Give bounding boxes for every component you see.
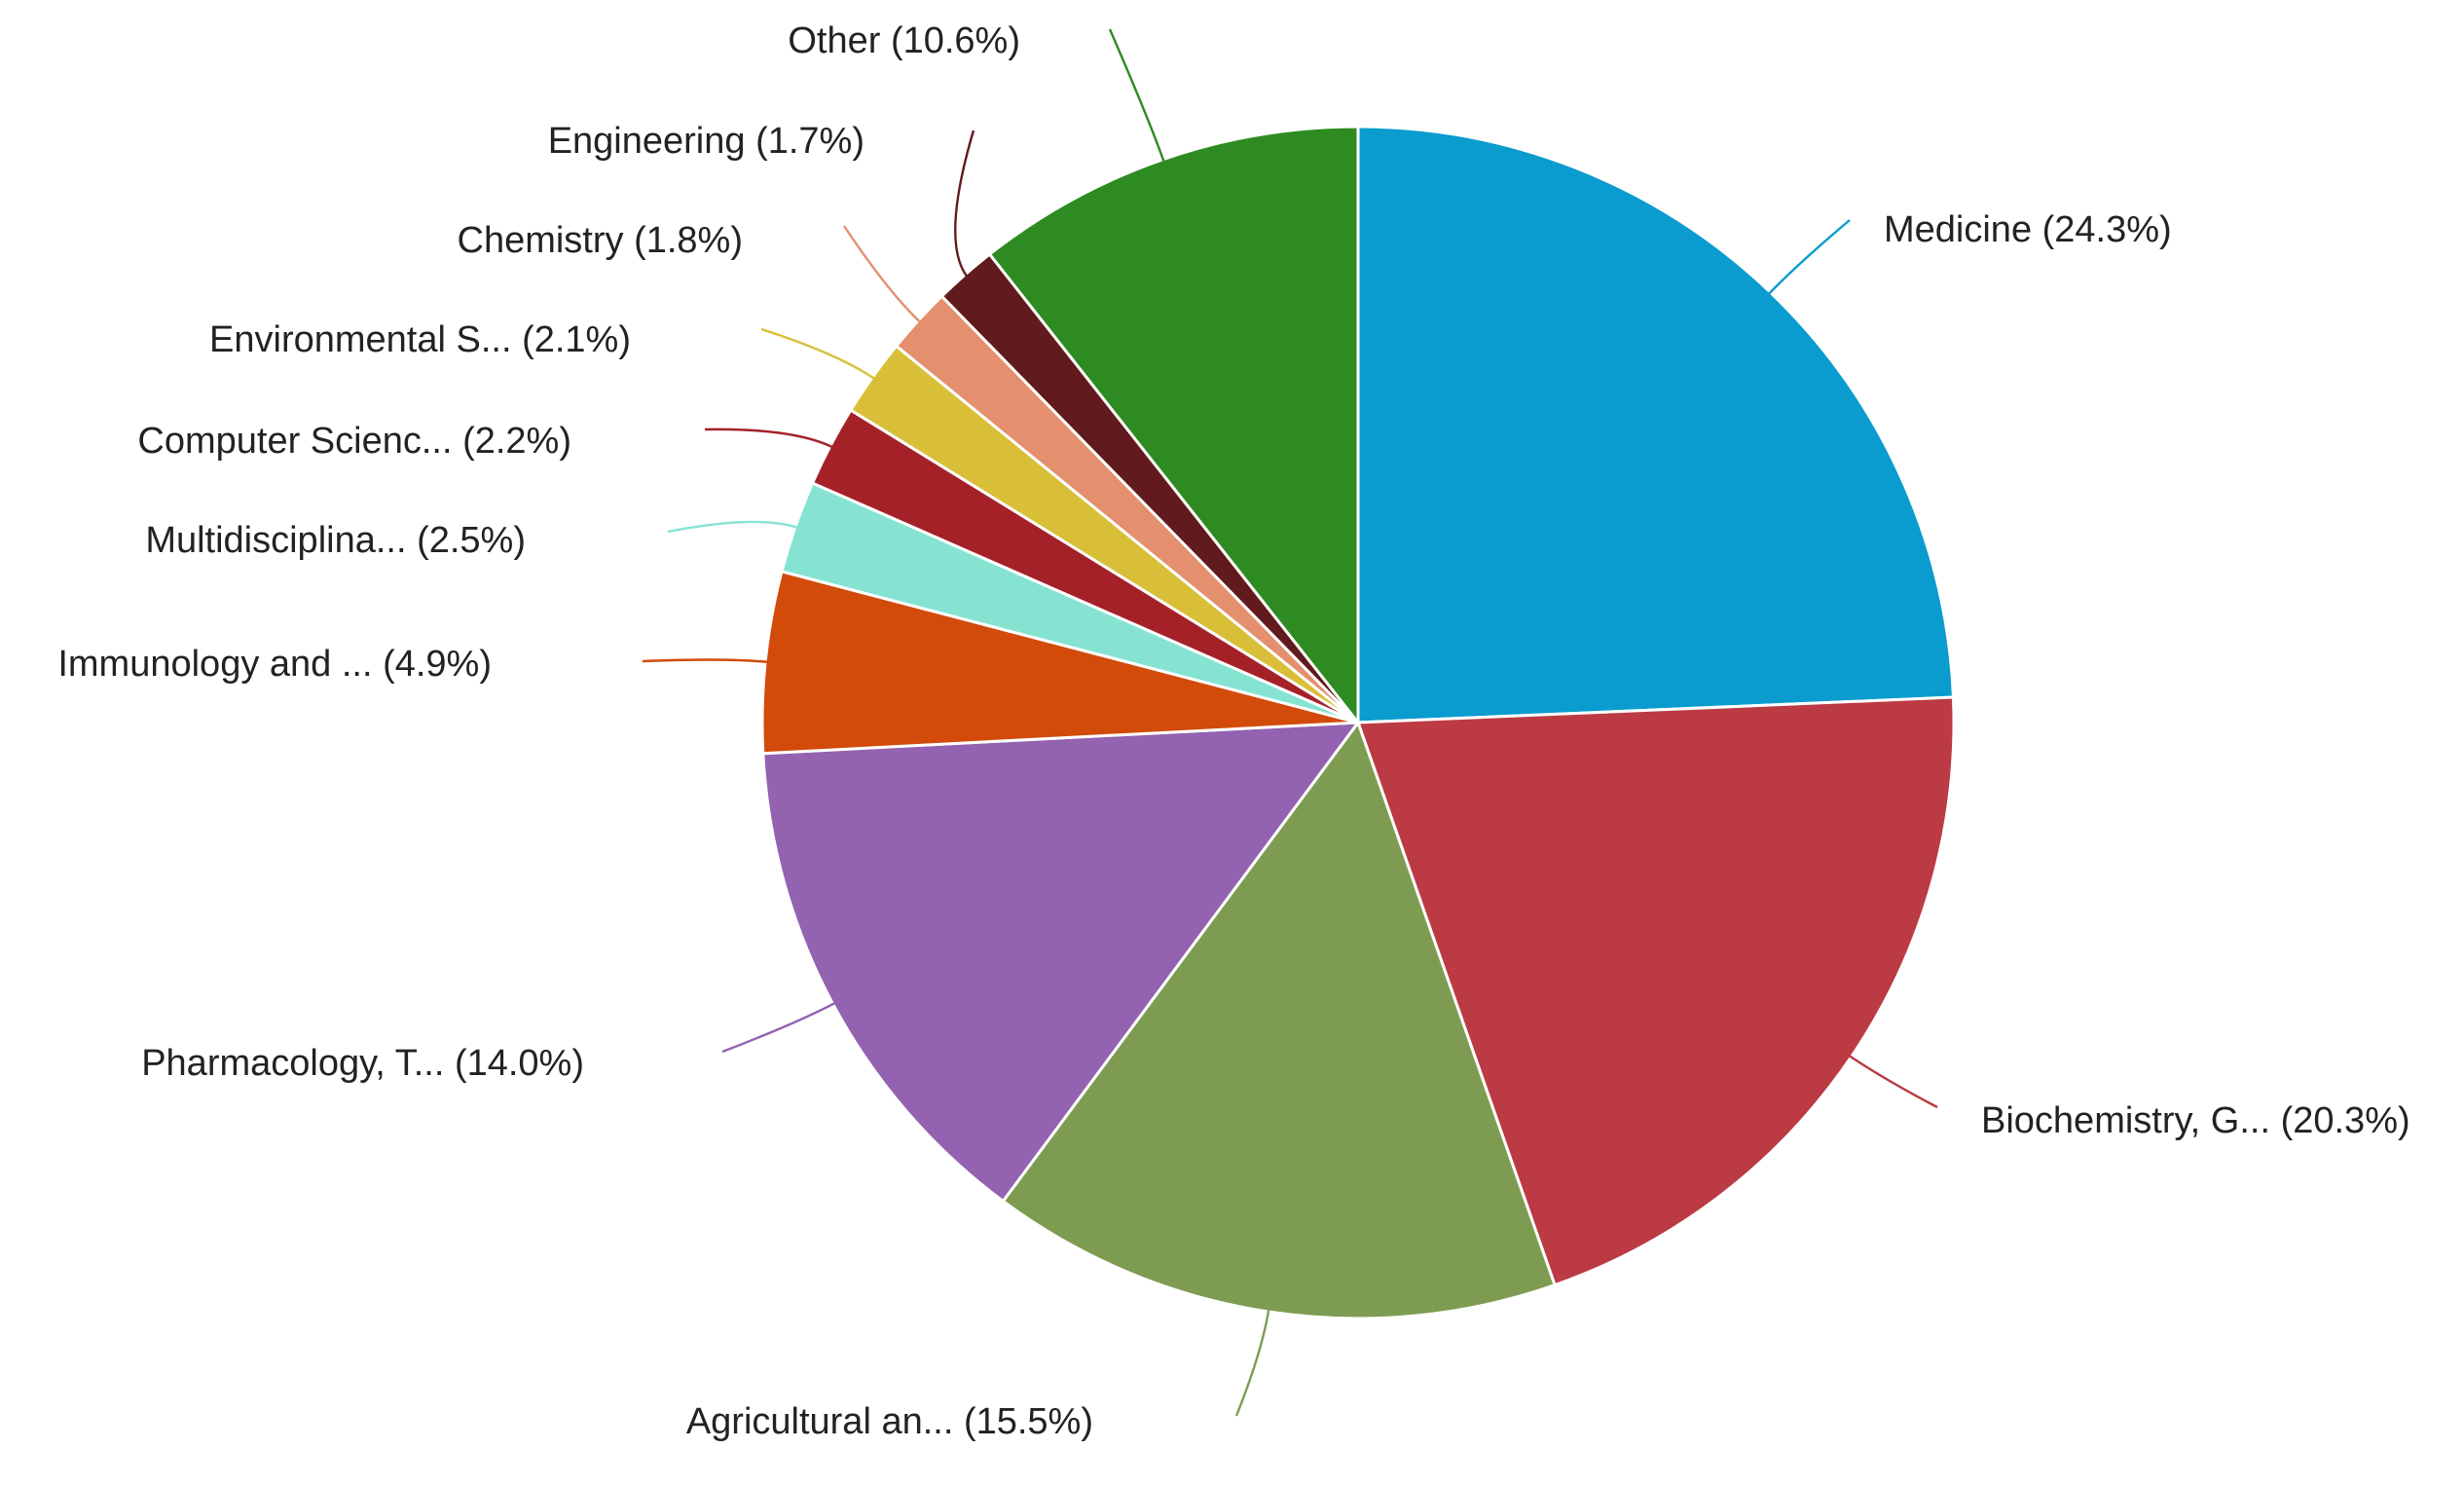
- pie-slices: [760, 125, 1956, 1320]
- slice-label-biochemistry-g: Biochemistry, G... (20.3%): [1981, 1100, 2410, 1141]
- leader-line-immunology-and: [642, 658, 772, 664]
- leader-line-agricultural-an: [1234, 1305, 1271, 1417]
- slice-label-chemistry: Chemistry (1.8%): [458, 220, 744, 261]
- slice-label-multidisciplina: Multidisciplina... (2.5%): [145, 520, 526, 561]
- leader-line-other: [1108, 28, 1166, 166]
- slice-label-pharmacology-t: Pharmacology, T... (14.0%): [141, 1043, 584, 1084]
- pie-slice-medicine: [1356, 125, 1956, 724]
- slice-label-other: Other (10.6%): [788, 20, 1020, 61]
- slice-labels: Medicine (24.3%) Biochemistry, G... (20.3…: [57, 20, 2409, 1442]
- leader-line-computer-scienc: [704, 427, 836, 450]
- leader-line-biochemistry-g: [1845, 1053, 1938, 1109]
- leader-line-chemistry: [843, 225, 924, 326]
- slice-label-computer-scienc: Computer Scienc... (2.2%): [137, 421, 571, 462]
- slice-label-medicine: Medicine (24.3%): [1884, 209, 2172, 250]
- slice-label-engineering: Engineering (1.7%): [548, 121, 864, 162]
- leader-line-medicine: [1765, 219, 1851, 298]
- leader-line-pharmacology-t: [721, 1000, 839, 1054]
- leader-line-engineering: [954, 130, 975, 280]
- leader-lines: [642, 28, 1938, 1417]
- leader-line-multidisciplina: [667, 520, 802, 534]
- slice-label-environmental-s: Environmental S... (2.1%): [209, 319, 631, 360]
- slice-label-agricultural-an: Agricultural an... (15.5%): [686, 1401, 1093, 1442]
- leader-line-environmental-s: [760, 327, 878, 382]
- slice-label-immunology-and: Immunology and ... (4.9%): [57, 644, 492, 685]
